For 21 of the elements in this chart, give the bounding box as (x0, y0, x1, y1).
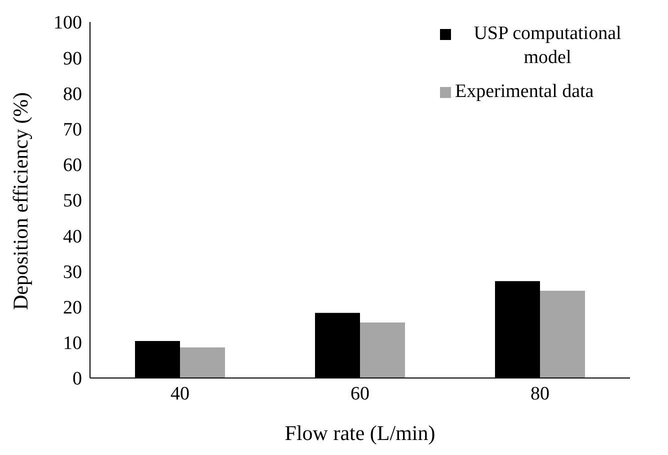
y-tick-label: 40 (63, 226, 82, 248)
bar (180, 347, 225, 378)
x-tick-label: 40 (170, 383, 190, 404)
x-tick-label: 80 (530, 383, 550, 404)
y-tick-label: 100 (54, 12, 82, 34)
x-tick-label: 60 (350, 383, 370, 404)
y-tick-label: 20 (63, 298, 82, 319)
bar (360, 322, 405, 378)
y-tick-label: 70 (63, 120, 82, 141)
x-axis-title: Flow rate (L/min) (284, 421, 436, 445)
y-tick-label: 60 (63, 155, 82, 176)
legend-label: USP computational model (472, 22, 622, 70)
y-tick-label: 50 (63, 190, 82, 212)
y-tick-label: 0 (72, 368, 82, 390)
y-tick-label: 30 (63, 262, 82, 283)
y-tick-label: 10 (63, 333, 82, 354)
bar (540, 290, 585, 378)
legend-label: Experimental data (455, 80, 594, 104)
y-tick-label: 80 (63, 84, 82, 105)
y-axis-title: Deposition efficiency (%) (8, 92, 32, 310)
y-tick-label: 90 (63, 48, 82, 70)
